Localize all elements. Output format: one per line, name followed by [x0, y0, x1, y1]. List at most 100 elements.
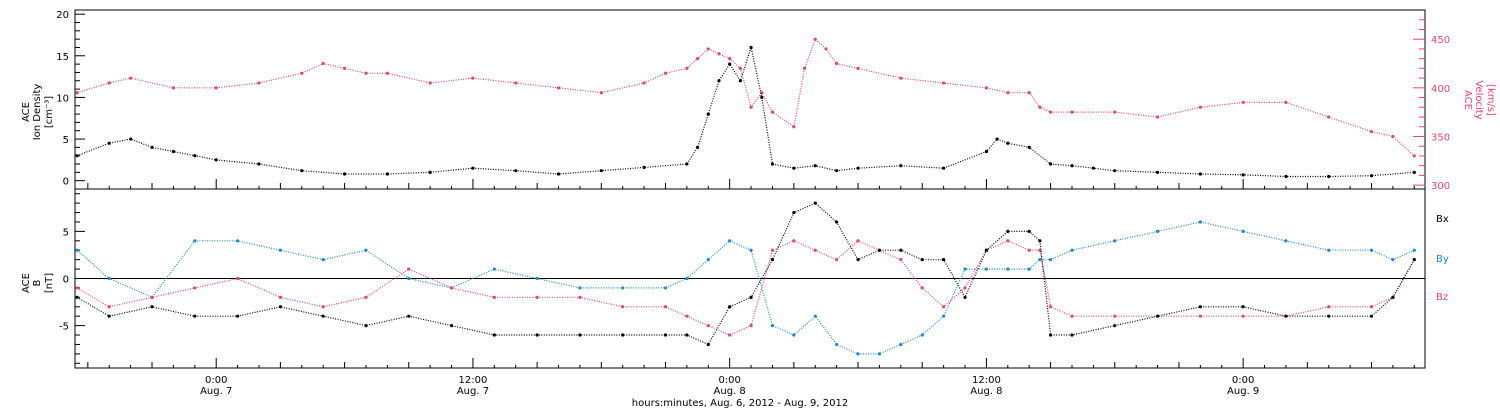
bx-series-point	[706, 342, 710, 347]
bz-series-point	[856, 239, 860, 243]
density-series-point	[1027, 145, 1031, 149]
bz-series-point	[1113, 314, 1117, 318]
by-series-point	[1412, 248, 1416, 252]
density-series-point	[995, 137, 999, 141]
top-right-tick-label: 400	[1431, 84, 1450, 95]
density-series-point	[150, 145, 154, 149]
velocity-series-point	[685, 66, 689, 70]
x-axis-title: hours:minutes, Aug. 6, 2012 - Aug. 9, 20…	[632, 398, 848, 409]
bx-series-point	[835, 220, 839, 224]
density-series-point	[685, 162, 689, 166]
bottom-left-tick-label: -5	[59, 322, 69, 333]
by-series-point	[984, 267, 989, 271]
top-ylabel-left-2: Ion Density	[32, 84, 43, 141]
bottom-ylabel-1: ACE	[21, 273, 32, 293]
bx-series-point	[1284, 314, 1288, 318]
velocity-series-point	[717, 52, 721, 56]
x-tick-time: 12:00	[972, 375, 1001, 386]
bz-series-point	[364, 295, 368, 299]
by-series-point	[1327, 248, 1331, 252]
bx-series-point	[1048, 333, 1053, 337]
bx-series-point	[1391, 295, 1395, 299]
velocity-series-point	[171, 86, 176, 90]
by-series-point	[663, 286, 668, 290]
density-series-point	[514, 169, 518, 173]
density-series-point	[257, 162, 261, 166]
top-left-tick-label: 5	[63, 135, 69, 146]
x-tick-date: Aug. 7	[200, 386, 232, 397]
velocity-series-point	[663, 71, 668, 75]
bx-series-point	[685, 333, 689, 337]
by-series-point	[942, 314, 946, 318]
density-series-point	[706, 112, 710, 116]
density-series-point	[428, 170, 432, 174]
bottom-left-tick-label: 0	[63, 275, 69, 286]
by-series-point	[621, 286, 625, 290]
bz-series-point	[835, 258, 839, 262]
bz-series-point	[150, 295, 154, 299]
bx-series-point	[1113, 324, 1117, 328]
by-series	[76, 221, 1415, 355]
bz-series	[76, 240, 1415, 336]
by-series-point	[856, 352, 860, 356]
density-series-point	[1327, 174, 1331, 179]
velocity-series-point	[214, 86, 218, 90]
velocity-series-point	[471, 76, 475, 80]
density-series-point	[695, 145, 700, 149]
velocity-series-point	[599, 91, 603, 95]
bz-series-point	[1369, 305, 1374, 309]
velocity-series-point	[1241, 100, 1245, 105]
bz-series-point	[193, 286, 197, 290]
top-left-tick-label: 0	[63, 177, 69, 188]
density-series-point	[300, 169, 304, 173]
velocity-series-point	[300, 71, 304, 75]
density-series-point	[942, 166, 946, 170]
top-left-tick-label: 15	[56, 52, 69, 63]
density-series-point	[342, 172, 347, 176]
by-series-point	[792, 333, 796, 337]
bx-series-point	[407, 314, 411, 318]
density-series-point	[599, 169, 603, 173]
by-series-point	[685, 276, 689, 281]
density-series-point	[813, 164, 817, 168]
by-series-point	[1155, 229, 1160, 233]
density-series-point	[728, 62, 732, 66]
velocity-series-point	[813, 37, 817, 41]
density-series-point	[642, 165, 646, 169]
bx-series-point	[920, 258, 924, 262]
bz-series-point	[749, 324, 753, 328]
velocity-series-point	[749, 105, 753, 109]
bx-series-point	[1027, 229, 1031, 233]
bz-series-point	[920, 286, 924, 290]
x-tick-date: Aug. 8	[970, 386, 1002, 397]
bx-series-point	[728, 305, 732, 309]
top-ylabel-right-3: [km/s]	[1485, 84, 1496, 116]
bx-series-point	[877, 248, 882, 252]
by-series-point	[728, 239, 732, 243]
density-series-point	[1070, 164, 1074, 168]
density-series-point	[984, 149, 989, 154]
by-series-point	[535, 276, 539, 281]
bz-series-point	[321, 305, 325, 309]
velocity-series-point	[428, 81, 432, 85]
bz-series-point	[1241, 314, 1245, 318]
bx-series-point	[984, 248, 989, 252]
by-series-point	[749, 248, 753, 252]
top-panel: 0 5 10 15 20 300 350 400 450	[56, 9, 1450, 192]
bx-series-point	[1155, 314, 1160, 318]
bx-series-point	[1327, 314, 1331, 318]
velocity-series-point	[129, 76, 133, 80]
bx-series-point	[899, 248, 903, 252]
bx-series-point	[942, 258, 946, 262]
velocity-series-point	[556, 86, 561, 90]
bz-series-point	[899, 258, 903, 262]
by-series-point	[193, 239, 197, 243]
by-series-point	[321, 258, 325, 262]
bz-series-point	[770, 248, 775, 252]
top-left-tick-label: 10	[56, 93, 69, 104]
velocity-series-point	[1113, 110, 1117, 114]
bz-series-point	[407, 267, 411, 271]
density-series-point	[75, 154, 79, 158]
